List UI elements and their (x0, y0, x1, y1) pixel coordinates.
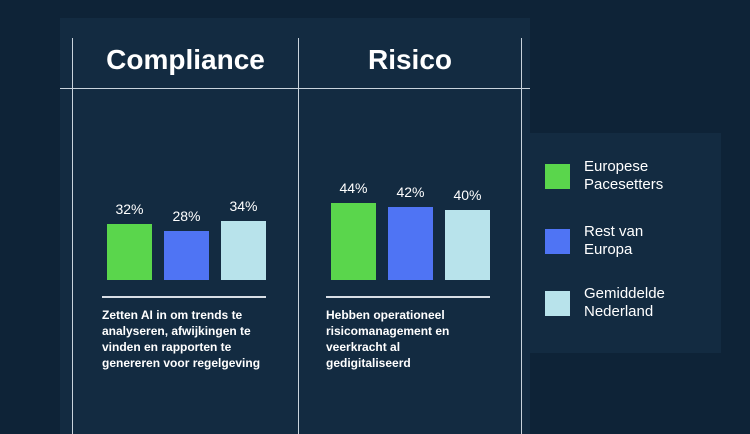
legend-label-nederland: Gemiddelde Nederland (584, 285, 665, 321)
legend-label-nederland-line2: Nederland (584, 303, 654, 320)
value-label-risico-rest-europa: 42% (396, 183, 425, 200)
value-label-compliance-rest-europa: 28% (172, 208, 201, 224)
header-divider (60, 88, 530, 89)
value-label-risico-nederland: 40% (453, 187, 482, 203)
bar-risico-rest-europa (388, 206, 433, 280)
bar-risico-pacesetters (331, 203, 376, 280)
legend-label-rest-europa: Rest van Europa (584, 223, 643, 259)
legend-label-rest-europa-line1: Rest van (584, 223, 644, 240)
value-label-compliance-nederland: 34% (229, 197, 258, 214)
legend-item-pacesetters: Europese Pacesetters (545, 158, 663, 194)
bar-compliance-rest-europa (164, 231, 209, 280)
value-label-compliance-pacesetters: 32% (115, 201, 144, 217)
legend-swatch-pacesetters (545, 163, 570, 189)
legend-label-rest-europa-line2: Europa (584, 241, 633, 258)
legend-label-pacesetters-line2: Pacesetters (584, 176, 664, 193)
legend-label-pacesetters-line1: Europese (584, 158, 649, 175)
legend-swatch-rest-europa (545, 228, 570, 254)
legend-label-nederland-line1: Gemiddelde (584, 285, 665, 302)
compliance-description: Zetten AI in om trends te analyseren, af… (102, 308, 261, 370)
bar-compliance-nederland (221, 220, 266, 280)
legend-item-rest-europa: Rest van Europa (545, 223, 643, 259)
compliance-underline (102, 296, 266, 298)
legend-item-nederland: Gemiddelde Nederland (545, 285, 665, 321)
section-title-compliance: Compliance (106, 44, 265, 75)
left-divider (72, 38, 73, 434)
right-divider (521, 38, 522, 434)
legend-swatch-nederland (545, 290, 570, 316)
risico-description: Hebben operationeel risicomanagement en … (326, 308, 450, 370)
section-title-risico: Risico (367, 44, 453, 75)
legend-label-pacesetters: Europese Pacesetters (584, 158, 663, 194)
bar-risico-nederland (445, 210, 490, 280)
bar-compliance-pacesetters (107, 224, 152, 280)
value-label-risico-pacesetters: 44% (339, 180, 368, 196)
middle-divider (298, 38, 299, 434)
risico-underline (326, 296, 490, 298)
